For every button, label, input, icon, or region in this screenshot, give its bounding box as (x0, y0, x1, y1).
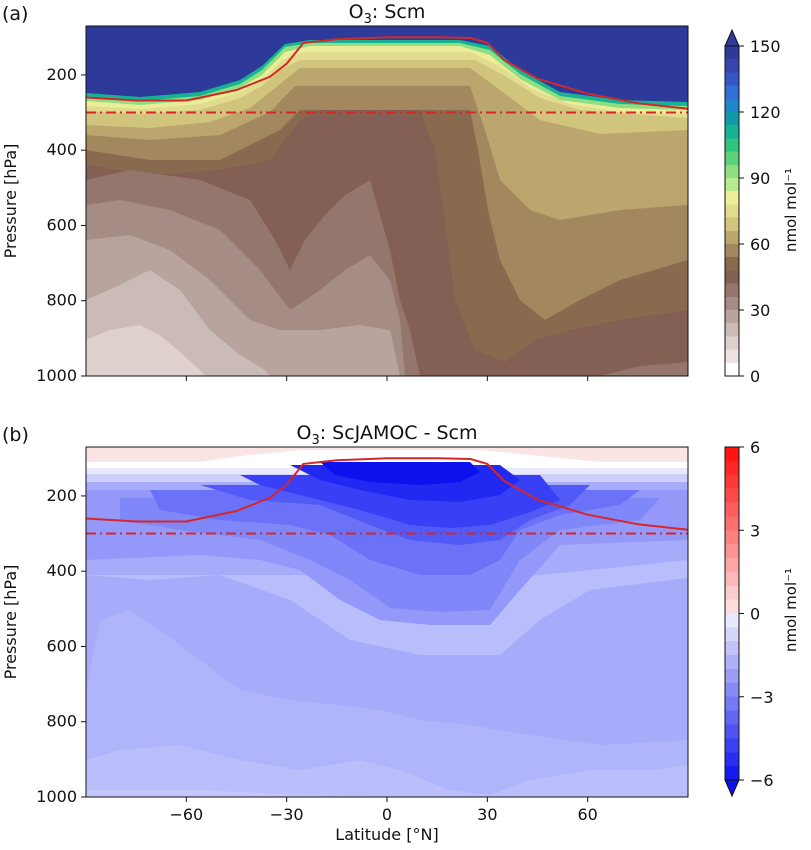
x-tick-label: 0 (382, 805, 392, 824)
tropopause-line (86, 36, 688, 110)
y-tick-label: 600 (46, 636, 77, 655)
panel-a-colorbar: 0 30 60 90 120 150 nmol mol⁻¹ (724, 28, 800, 386)
colorbar-tick-label: −6 (750, 771, 774, 790)
colorbar-a-extend-max (724, 28, 740, 47)
panel-b-letter: (b) (2, 424, 29, 446)
y-tick-label: 400 (46, 561, 77, 580)
panel-b-title: O3: ScJAMOC - Scm (296, 422, 477, 448)
colorbar-b-label: nmol mol⁻¹ (782, 568, 800, 652)
colorbar-tick-label: 150 (750, 37, 781, 56)
panel-b-plot-area (86, 447, 688, 797)
colorbar-tick-label: 90 (750, 169, 770, 188)
y-tick-label: 1000 (36, 366, 77, 385)
x-tick-label: 30 (477, 805, 497, 824)
y-tick-label: 200 (46, 486, 77, 505)
panel-a-title: O3: Scm (349, 1, 426, 27)
panel-b-xlabel: Latitude [°N] (335, 825, 438, 844)
panel-a-letter: (a) (2, 3, 28, 25)
colorbar-tick-label: 3 (750, 521, 760, 540)
y-tick-label: 400 (46, 140, 77, 159)
colorbar-tick-label: −3 (750, 688, 774, 707)
y-tick-label: 800 (46, 712, 77, 731)
colorbar-tick-label: 60 (750, 235, 770, 254)
panel-b-ylabel: Pressure [hPa] (1, 565, 20, 680)
colorbar-tick-label: 6 (750, 438, 760, 457)
contour-band (86, 790, 400, 797)
colorbar-a-bar (724, 45, 740, 377)
panel-a-ylabel: Pressure [hPa] (1, 144, 20, 259)
colorbar-a-label: nmol mol⁻¹ (782, 168, 800, 252)
colorbar-tick-label: 0 (750, 605, 760, 624)
y-tick-label: 200 (46, 65, 77, 84)
x-tick-label: 60 (577, 805, 597, 824)
contour-band (86, 610, 688, 797)
y-tick-label: 600 (46, 215, 77, 234)
contour-band (320, 462, 480, 485)
tropopause-line (86, 457, 688, 531)
contour-band (86, 325, 205, 376)
colorbar-b-extend-min (724, 779, 740, 798)
y-tick-label: 1000 (36, 787, 77, 806)
y-tick-label: 800 (46, 291, 77, 310)
x-tick-label: −30 (270, 805, 304, 824)
colorbar-tick-label: 120 (750, 103, 781, 122)
contour-band (600, 362, 688, 376)
colorbar-tick-label: 30 (750, 301, 770, 320)
panel-b-colorbar: −6 −3 0 3 6 nmol mol⁻¹ (724, 438, 800, 798)
x-tick-label: −60 (169, 805, 203, 824)
colorbar-b-bar (724, 446, 740, 781)
contour-band (86, 745, 688, 797)
colorbar-tick-label: 0 (750, 367, 760, 386)
panel-a-plot-area (86, 26, 688, 376)
